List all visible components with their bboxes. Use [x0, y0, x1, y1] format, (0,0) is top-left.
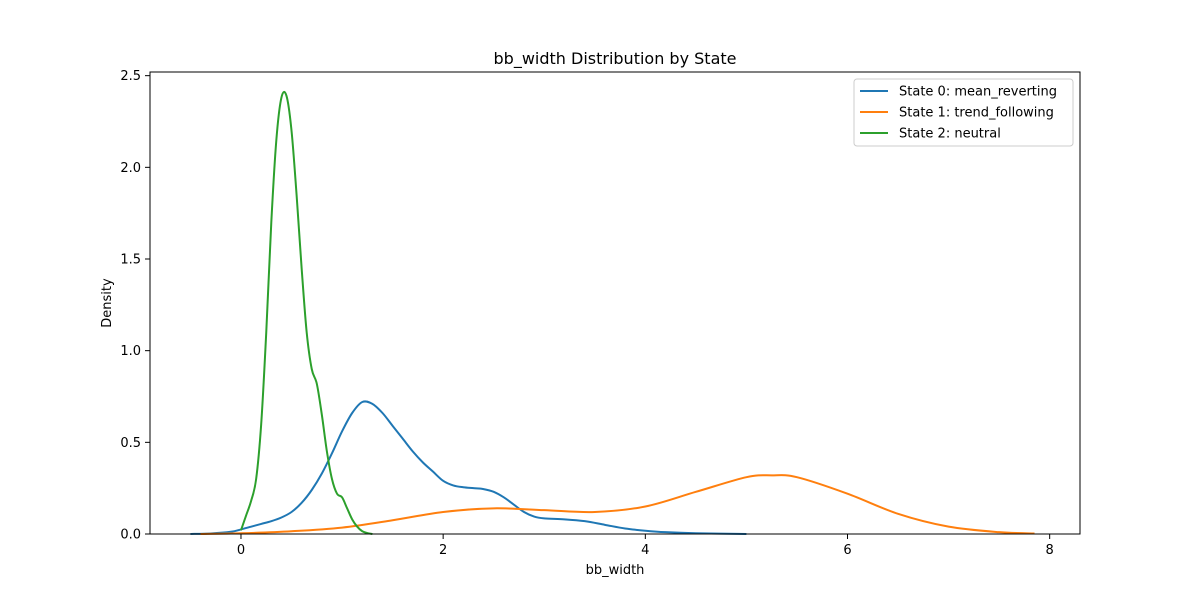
legend-entry-0: State 0: mean_reverting — [899, 85, 1057, 100]
legend: State 0: mean_reverting State 1: trend_fo… — [853, 78, 1074, 147]
y-axis-label: Density — [100, 278, 115, 328]
legend-entry-1: State 1: trend_following — [899, 106, 1054, 121]
x-tick-label: 0 — [237, 543, 245, 558]
series-line-0-state-0-mean-reverting — [190, 400, 747, 535]
plot-lines — [190, 90, 1035, 535]
series-line-1-state-1-trend-following — [200, 474, 1035, 535]
x-tick-label: 2 — [439, 543, 447, 558]
y-tick-label: 0.0 — [120, 528, 141, 543]
plot-frame — [149, 71, 1081, 535]
series-line-2-state-2-neutral — [240, 90, 373, 535]
chart-title: bb_width Distribution by State — [494, 49, 737, 69]
y-tick-label: 2.0 — [120, 161, 141, 176]
x-tick-label: 8 — [1046, 543, 1054, 558]
x-axis-label: bb_width — [586, 563, 645, 578]
legend-entry-2: State 2: neutral — [899, 127, 1001, 142]
legend-box — [853, 78, 1074, 147]
y-tick-label: 1.0 — [120, 344, 141, 359]
x-tick-label: 6 — [843, 543, 851, 558]
x-axis-ticks: 0 2 4 6 8 — [237, 534, 1054, 558]
x-tick-label: 4 — [641, 543, 649, 558]
y-tick-label: 1.5 — [120, 253, 141, 268]
y-tick-label: 2.5 — [120, 69, 141, 84]
y-tick-label: 0.5 — [120, 436, 141, 451]
y-axis-ticks: 0.0 0.5 1.0 1.5 2.0 2.5 — [120, 69, 150, 543]
